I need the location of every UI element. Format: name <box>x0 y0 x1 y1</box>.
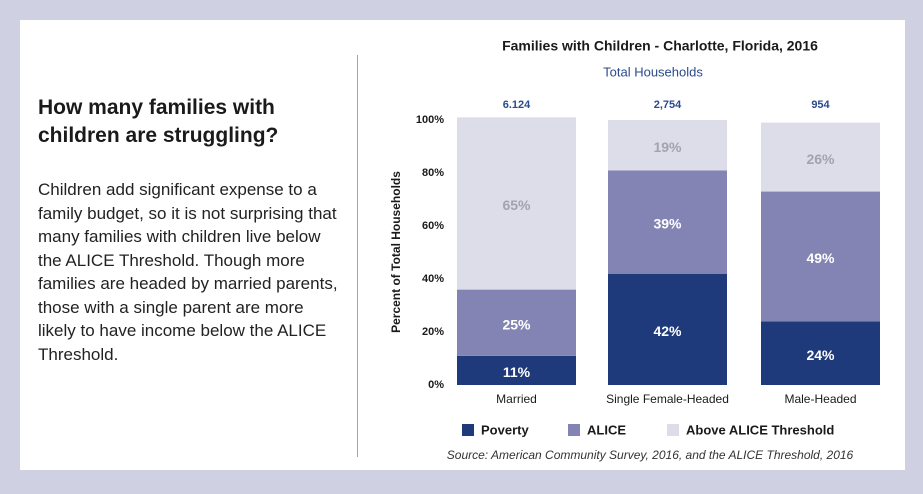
data-label: 19% <box>653 139 682 155</box>
total-label: 954 <box>811 99 830 111</box>
y-axis-label: Percent of Total Households <box>389 171 403 333</box>
legend-swatch <box>568 424 580 436</box>
legend-label: Above ALICE Threshold <box>686 422 834 437</box>
x-tick-label: Single Female-Headed <box>606 392 729 406</box>
intro-body: Children add significant expense to a fa… <box>38 180 338 364</box>
bar-segment <box>608 120 727 171</box>
bar-segment <box>761 191 880 322</box>
bar-segment <box>761 321 880 385</box>
data-label: 11% <box>503 364 531 380</box>
total-label: 6.124 <box>503 99 531 111</box>
x-tick-label: Male-Headed <box>784 392 856 406</box>
data-label: 26% <box>806 151 835 167</box>
bar-segment <box>761 122 880 192</box>
x-tick-label: Married <box>496 392 537 406</box>
data-label: 42% <box>653 323 682 339</box>
total-label: 2,754 <box>654 99 682 111</box>
divider <box>357 55 358 457</box>
data-label: 65% <box>502 197 531 213</box>
legend-label: Poverty <box>481 422 529 437</box>
y-tick-label: 0% <box>428 379 444 391</box>
data-label: 49% <box>806 250 835 266</box>
legend-label: ALICE <box>587 422 626 437</box>
data-label: 25% <box>502 316 531 332</box>
intro-heading: How many families with children are stru… <box>38 96 279 147</box>
panel: How many families with children are stru… <box>20 20 905 470</box>
chart-title: Families with Children - Charlotte, Flor… <box>502 38 818 54</box>
bar-segment <box>457 355 576 385</box>
y-tick-label: 60% <box>422 220 444 232</box>
y-tick-label: 100% <box>416 114 444 126</box>
bar-segment <box>457 289 576 356</box>
bar-segment <box>457 117 576 290</box>
bar-segment <box>608 170 727 274</box>
y-tick-label: 40% <box>422 273 444 285</box>
bar-segment <box>608 273 727 385</box>
y-tick-label: 80% <box>422 167 444 179</box>
source: Source: American Community Survey, 2016,… <box>447 448 854 462</box>
y-tick-label: 20% <box>422 326 444 338</box>
chart-subtitle: Total Households <box>603 64 703 79</box>
legend-swatch <box>462 424 474 436</box>
data-label: 39% <box>653 216 682 232</box>
legend-swatch <box>667 424 679 436</box>
data-label: 24% <box>806 347 835 363</box>
